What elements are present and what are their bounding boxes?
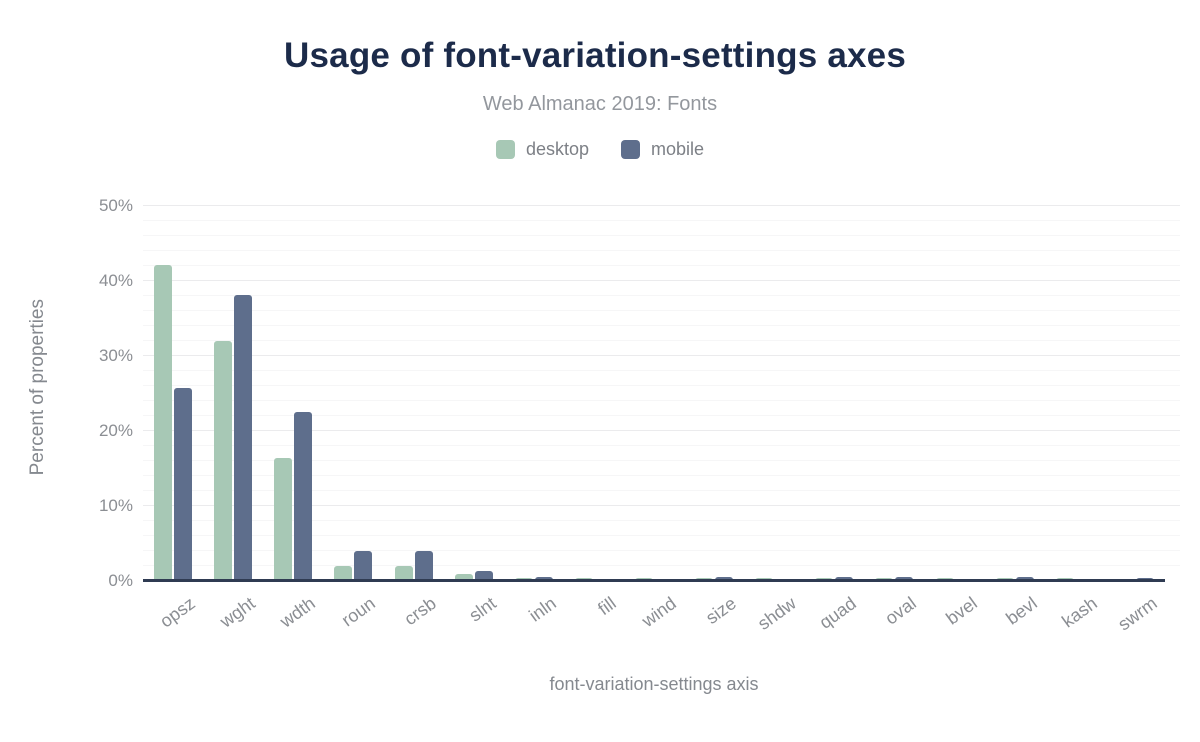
gridline-major-50 — [143, 205, 1180, 206]
bar-mobile-size — [715, 576, 734, 581]
x-category-label-oval: oval — [881, 593, 921, 629]
x-category-label-size: size — [702, 593, 740, 628]
gridline-minor-42 — [143, 265, 1180, 266]
x-category-label-opsz: opsz — [156, 593, 199, 632]
x-category-label-bevl: bevl — [1001, 593, 1041, 629]
gridline-minor-18 — [143, 445, 1180, 446]
bar-mobile-bevl — [1015, 576, 1034, 581]
gridline-major-10 — [143, 505, 1180, 506]
x-category-label-inln: inln — [525, 593, 560, 626]
gridline-minor-8 — [143, 520, 1180, 521]
bar-desktop-opsz — [154, 264, 173, 581]
gridline-minor-2 — [143, 565, 1180, 566]
x-category-label-fill: fill — [594, 593, 620, 620]
x-axis-line — [143, 579, 1165, 582]
y-tick-40%: 40% — [98, 271, 133, 290]
gridline-minor-34 — [143, 325, 1180, 326]
x-axis-category-labels: opsz wght wdth roun crsb slnt inln fill wind size… — [143, 593, 1165, 653]
y-tick-50%: 50% — [98, 196, 133, 215]
bar-mobile-opsz — [174, 388, 193, 581]
gridline-minor-46 — [143, 235, 1180, 236]
legend-item-mobile: mobile — [621, 139, 704, 160]
gridline-minor-38 — [143, 295, 1180, 296]
bar-mobile-crsb — [414, 551, 433, 581]
y-tick-10%: 10% — [98, 496, 133, 515]
bar-desktop-wght — [214, 341, 233, 581]
bar-mobile-oval — [895, 576, 914, 581]
gridline-minor-12 — [143, 490, 1180, 491]
x-category-label-bvel: bvel — [941, 593, 981, 629]
x-category-label-crsb: crsb — [400, 593, 440, 630]
gridline-minor-48 — [143, 220, 1180, 221]
y-tick-20%: 20% — [98, 421, 133, 440]
mobile-swatch-icon — [621, 140, 640, 159]
y-tick-30%: 30% — [98, 346, 133, 365]
y-tick-0%: 0% — [108, 571, 133, 590]
plot-area: 0% 10% 20% 30% 40% 50% — [99, 196, 1180, 590]
y-axis-title: Percent of properties — [27, 299, 48, 476]
gridline-minor-4 — [143, 550, 1180, 551]
x-category-label-slnt: slnt — [464, 593, 500, 626]
x-category-label-roun: roun — [338, 593, 380, 631]
gridline-minor-24 — [143, 400, 1180, 401]
legend-item-desktop: desktop — [495, 139, 589, 160]
x-category-label-wght: wght — [216, 593, 259, 632]
gridline-minor-14 — [143, 475, 1180, 476]
bar-desktop-roun — [334, 566, 353, 581]
chart-title: Usage of font-variation-settings axes — [284, 36, 906, 75]
bar-mobile-slnt — [474, 570, 493, 581]
x-category-label-wind: wind — [638, 593, 680, 631]
legend: desktop mobile — [0, 139, 1200, 160]
gridline-major-20 — [143, 430, 1180, 431]
x-category-label-swrm: swrm — [1114, 593, 1161, 635]
bar-mobile-inln — [534, 576, 553, 581]
x-category-label-quad: quad — [815, 593, 861, 633]
x-category-label-wdth: wdth — [276, 593, 320, 632]
legend-label-mobile: mobile — [651, 139, 705, 159]
desktop-swatch-icon — [495, 140, 515, 159]
x-axis-title: font-variation-settings axis — [549, 674, 759, 694]
chart-subtitle: Web Almanac 2019: Fonts — [482, 93, 718, 115]
x-category-label-kash: kash — [1058, 593, 1101, 632]
gridline-minor-6 — [143, 535, 1180, 536]
gridline-minor-16 — [143, 460, 1180, 461]
bar-desktop-crsb — [394, 566, 413, 581]
gridline-minor-36 — [143, 310, 1180, 311]
legend-label-desktop: desktop — [525, 139, 589, 159]
bar-desktop-wdth — [274, 458, 293, 581]
gridline-major-30 — [143, 355, 1180, 356]
bar-mobile-wdth — [294, 411, 313, 581]
bar-mobile-quad — [835, 576, 854, 581]
gridline-minor-32 — [143, 340, 1180, 341]
bar-desktop-slnt — [454, 573, 473, 581]
bar-mobile-wght — [234, 294, 253, 581]
gridline-minor-26 — [143, 385, 1180, 386]
gridline-major-40 — [143, 280, 1180, 281]
gridline-minor-28 — [143, 370, 1180, 371]
gridline-minor-22 — [143, 415, 1180, 416]
gridline-minor-44 — [143, 250, 1180, 251]
bar-mobile-roun — [354, 551, 373, 581]
x-category-label-shdw: shdw — [754, 593, 801, 634]
